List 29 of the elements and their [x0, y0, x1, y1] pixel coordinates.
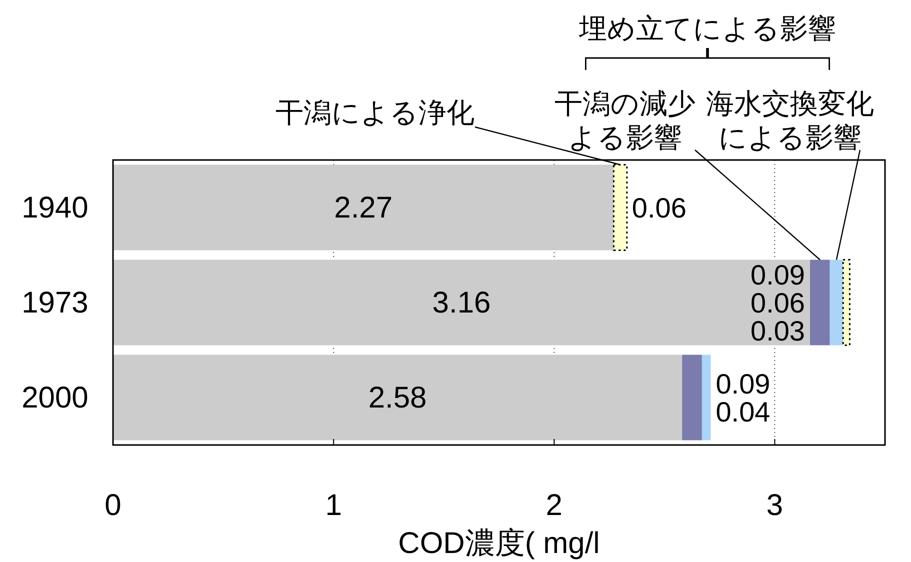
x-tick-label: 3 — [766, 488, 784, 522]
bar — [810, 260, 830, 346]
data-label: 0.03 — [750, 315, 806, 346]
bar — [682, 354, 702, 440]
data-label: 2.58 — [368, 381, 427, 414]
bar — [113, 164, 614, 250]
y-tick-label: 1940 — [22, 191, 88, 224]
bar — [842, 259, 850, 346]
text: 干潟による浄化 — [276, 96, 474, 128]
x-axis-title: COD濃度( mg/l — [398, 526, 600, 560]
data-label: 0.09 — [750, 259, 806, 290]
bar — [113, 354, 682, 440]
data-label: 0.04 — [716, 396, 770, 427]
bar — [702, 354, 711, 440]
data-label: 3.16 — [432, 286, 491, 319]
text: 海水交換変化による影響 — [706, 88, 874, 152]
x-tick-label: 2 — [546, 488, 562, 522]
bar — [830, 260, 844, 346]
data-label: 0.09 — [716, 368, 770, 399]
data-label: 0.06 — [750, 287, 806, 318]
bar — [113, 260, 810, 346]
data-label: 0.06 — [632, 192, 686, 223]
x-tick-label: 0 — [104, 488, 122, 522]
y-tick-label: 2000 — [22, 381, 88, 414]
data-label: 2.27 — [334, 191, 393, 224]
text: 干潟の減少よる影響 — [554, 88, 696, 152]
x-tick-label: 1 — [325, 488, 342, 522]
text: 埋め立てによる影響 — [578, 12, 836, 44]
y-tick-label: 1973 — [22, 286, 88, 319]
